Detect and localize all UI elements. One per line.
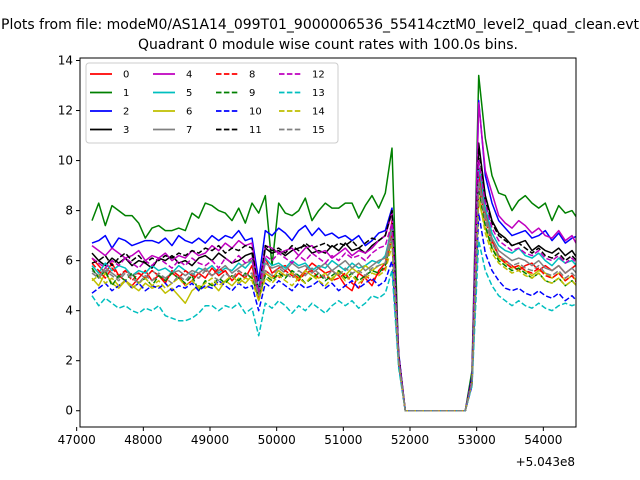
legend-label-8: 8 [249,70,255,81]
x-tick-label: 50000 [258,433,296,447]
y-tick-label: 6 [65,254,73,268]
legend-frame [85,62,339,144]
y-tick-label: 14 [58,54,73,68]
x-tick-label: 49000 [191,433,229,447]
legend-label-10: 10 [249,107,262,118]
x-tick-label: 54000 [524,433,562,447]
series-line-11 [91,147,576,412]
legend-label-12: 12 [312,70,325,81]
series-line-12 [91,159,576,412]
legend-label-14: 14 [312,107,325,118]
x-tick-label: 52000 [391,433,429,447]
y-axis: 0 2 4 6 8 10 12 14 [58,54,80,418]
plot-frame [79,57,577,428]
series-line-13 [91,239,576,412]
y-tick-label: 8 [65,204,73,218]
x-axis: 47000 48000 49000 50000 51000 52000 53000 54000 [58,427,562,447]
figure-suptitle: Plots from file: modeM0/AS1A14_099T01_90… [1,17,639,33]
series-line-15 [91,182,576,412]
series-line-4 [91,102,576,412]
legend-label-3: 3 [123,125,129,136]
legend-label-15: 15 [312,125,325,136]
series-line-7 [91,179,576,412]
series-layer [91,74,576,412]
x-tick-label: 47000 [58,433,96,447]
y-tick-label: 2 [65,354,73,368]
legend-label-13: 13 [312,88,325,99]
x-tick-label: 51000 [324,433,362,447]
series-line-5 [91,164,576,412]
y-tick-label: 10 [58,154,73,168]
series-line-14 [91,194,576,412]
legend-label-1: 1 [123,88,129,99]
y-tick-label: 12 [58,104,73,118]
x-offset-label: +5.043e8 [516,455,575,469]
legend-label-0: 0 [123,70,129,81]
legend-label-4: 4 [186,70,192,81]
x-tick-label: 53000 [458,433,496,447]
legend-label-11: 11 [249,125,262,136]
legend-label-5: 5 [186,88,192,99]
series-line-9 [91,189,576,412]
y-tick-label: 4 [65,304,73,318]
legend-label-9: 9 [249,88,255,99]
series-line-1 [91,74,576,412]
chart-title: Quadrant 0 module wise count rates with … [138,37,518,53]
legend-label-6: 6 [186,107,192,118]
y-tick-label: 0 [65,404,73,418]
legend-label-7: 7 [186,125,192,136]
series-line-2 [91,99,576,412]
series-line-8 [91,184,576,412]
series-line-10 [91,212,576,412]
x-tick-label: 48000 [124,433,162,447]
legend-label-2: 2 [123,107,129,118]
